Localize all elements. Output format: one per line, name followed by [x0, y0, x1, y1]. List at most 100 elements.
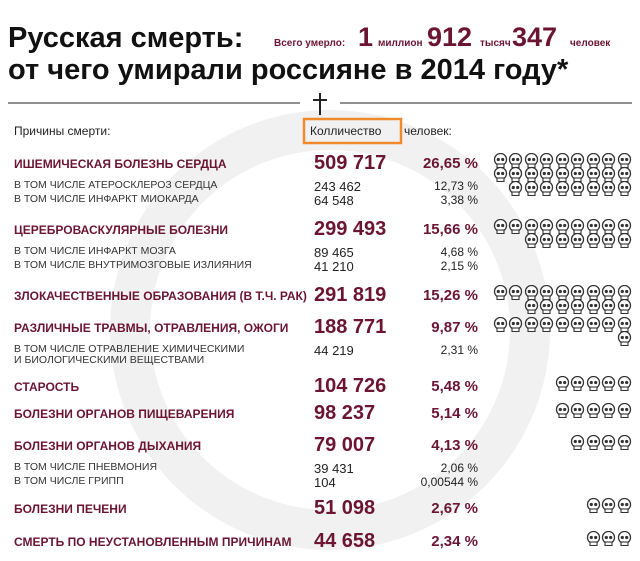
count: 44 658: [314, 530, 376, 552]
skull-icon: [617, 498, 631, 513]
skull-icon: [617, 181, 631, 196]
percent: 15,26 %: [422, 287, 478, 304]
skull-icon: [586, 498, 600, 513]
skull-icon: [601, 376, 616, 391]
skull-icon: [586, 167, 600, 182]
skull-icon: [493, 219, 507, 234]
skull-icon: [617, 233, 631, 248]
skull-icon: [617, 285, 631, 300]
skull-icon: [539, 317, 554, 332]
skull-icon: [555, 219, 569, 234]
skull-icon: [586, 233, 600, 248]
skull-icon: [539, 167, 554, 182]
sub-count: 89 465: [314, 245, 354, 260]
sub-count: 44 219: [314, 343, 354, 358]
skull-icon: [524, 299, 538, 314]
cause: ЗЛОКАЧЕСТВЕННЫЕ ОБРАЗОВАНИЯ (В Т.Ч. РАК): [14, 289, 307, 303]
sub-cause: В ТОМ ЧИСЛЕ ГРИПП: [14, 475, 124, 487]
skull-icon: [539, 181, 554, 196]
sub-percent: 3,38 %: [440, 193, 478, 207]
column-header: человек:: [404, 124, 452, 138]
sub-cause: В ТОМ ЧИСЛЕ ИНФАРКТ МОЗГА: [14, 245, 176, 257]
skull-icon: [617, 403, 631, 418]
skull-icon: [539, 233, 554, 248]
skull-icon: [570, 181, 585, 196]
count: 291 819: [314, 284, 387, 306]
skull-icon: [601, 435, 616, 450]
sub-percent: 0,00544 %: [420, 475, 478, 489]
skull-icon: [570, 376, 585, 391]
sub-percent: 4,68 %: [440, 245, 478, 259]
skull-icon: [570, 299, 585, 314]
percent: 2,67 %: [431, 500, 478, 517]
sub-cause: В ТОМ ЧИСЛЕ ИНФАРКТ МИОКАРДА: [14, 193, 199, 205]
skull-icon: [601, 181, 616, 196]
skull-icon: [508, 167, 523, 182]
skull-icon: [555, 376, 569, 391]
skull-icon: [539, 219, 554, 234]
skull-icon: [586, 435, 600, 450]
skull-icon: [601, 233, 616, 248]
skull-icon: [617, 531, 631, 546]
skull-icon: [508, 219, 523, 234]
skull-icon: [617, 331, 631, 346]
count: 509 717: [314, 152, 387, 174]
skull-icon: [601, 299, 616, 314]
count: 98 237: [314, 402, 376, 424]
skull-icon: [524, 153, 538, 168]
skull-icon: [601, 167, 616, 182]
skull-icon: [617, 219, 631, 234]
skull-icon: [617, 317, 631, 332]
sub-count: 64 548: [314, 193, 354, 208]
skull-icon: [524, 181, 538, 196]
skull-icon: [555, 153, 569, 168]
skull-icon: [524, 167, 538, 182]
sub-percent: 2,15 %: [440, 259, 478, 273]
count: 299 493: [314, 218, 387, 240]
cause: БОЛЕЗНИ ОРГАНОВ ДЫХАНИЯ: [14, 439, 202, 453]
skull-icon: [601, 403, 616, 418]
skull-icon: [524, 233, 538, 248]
skull-icon: [586, 531, 600, 546]
column-header: Колличество: [310, 124, 382, 138]
skull-icon: [570, 285, 585, 300]
skull-icon: [555, 233, 569, 248]
skull-icon: [586, 403, 600, 418]
percent: 15,66 %: [422, 221, 478, 238]
sub-count: 104: [314, 475, 336, 490]
total-number: 1: [358, 22, 374, 52]
cause: ИШЕМИЧЕСКАЯ БОЛЕЗНЬ СЕРДЦА: [14, 157, 227, 171]
total-number: 912: [427, 22, 473, 52]
skull-icon: [586, 317, 600, 332]
count: 104 726: [314, 375, 387, 397]
skull-icon: [524, 317, 538, 332]
skull-icon: [601, 498, 616, 513]
skull-icon: [508, 181, 523, 196]
skull-icon: [570, 153, 585, 168]
skull-icon: [601, 317, 616, 332]
count: 79 007: [314, 434, 376, 456]
percent: 5,48 %: [431, 378, 478, 395]
skull-icon: [555, 317, 569, 332]
total-number: 347: [512, 22, 558, 52]
total-word: человек: [570, 38, 611, 49]
percent: 26,65 %: [422, 155, 478, 172]
skull-icon: [586, 153, 600, 168]
sub-count: 39 431: [314, 461, 354, 476]
skull-icon: [570, 219, 585, 234]
cause: ЦЕРЕБРОВАСКУЛЯРНЫЕ БОЛЕЗНИ: [14, 223, 229, 237]
skull-icon: [493, 285, 507, 300]
sub-percent: 12,73 %: [433, 179, 478, 193]
skull-icon: [555, 167, 569, 182]
skull-icon: [539, 299, 554, 314]
skull-icon: [524, 285, 538, 300]
sub-cause: В ТОМ ЧИСЛЕ ОТРАВЛЕНИЕ ХИМИЧЕСКИМИ И БИО…: [14, 343, 245, 366]
percent: 2,34 %: [431, 533, 478, 550]
skull-icon: [570, 403, 585, 418]
skull-icon: [601, 219, 616, 234]
percent: 4,13 %: [431, 437, 478, 454]
title: Русская смерть:: [8, 22, 244, 54]
skull-icon: [539, 153, 554, 168]
column-header: Причины смерти:: [14, 124, 111, 138]
skull-icon: [617, 153, 631, 168]
